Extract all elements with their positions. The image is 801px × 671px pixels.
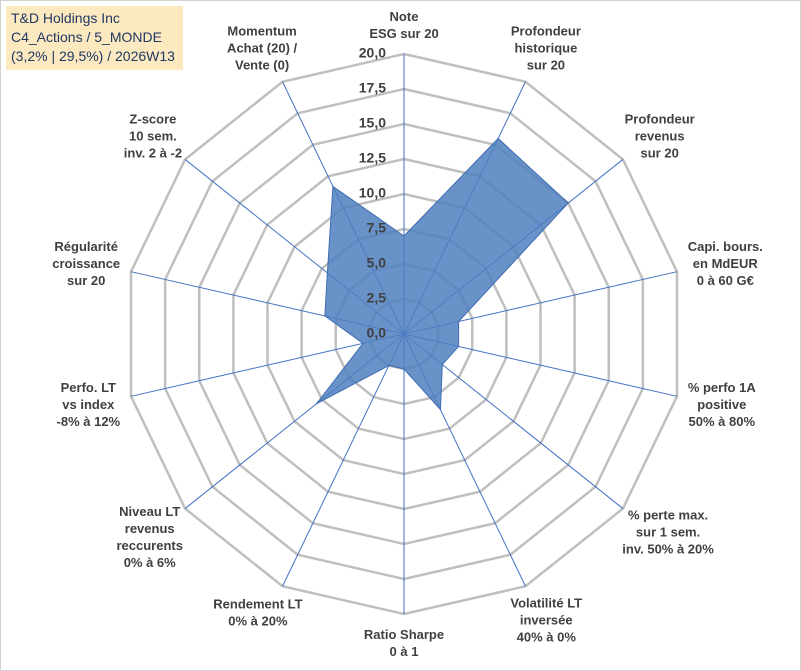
axis-label: Profondeur historique sur 20: [510, 23, 581, 73]
y-tick-label: 12,5: [359, 150, 386, 166]
axis-label: Z-score 10 sem. inv. 2 à -2: [123, 111, 183, 161]
axis-label: Perfo. LT vs index -8% à 12%: [56, 380, 121, 430]
y-tick-label: 17,5: [359, 80, 386, 96]
axis-label: Note ESG sur 20: [369, 9, 439, 41]
y-tick-label: 0,0: [367, 325, 387, 341]
axis-spoke: [282, 333, 405, 587]
y-tick-label: 2,5: [367, 290, 387, 306]
y-tick-label: 7,5: [367, 220, 387, 236]
chart-title: T&D Holdings Inc C4_Actions / 5_MONDE (3…: [6, 6, 183, 70]
y-tick-label: 20,0: [359, 45, 386, 61]
axis-label: Régularité croissance sur 20: [52, 238, 121, 288]
axis-label: Volatilité LT inversée 40% à 0%: [510, 595, 583, 645]
axis-spoke: [130, 333, 405, 397]
axis-label: Ratio Sharpe 0 à 1: [363, 627, 445, 659]
y-tick-label: 10,0: [359, 185, 386, 201]
axis-label: % perte max. sur 1 sem. inv. 50% à 20%: [622, 507, 714, 557]
axis-label: % perfo 1A positive 50% à 80%: [687, 380, 756, 430]
y-tick-label: 5,0: [367, 255, 387, 271]
axis-label: Niveau LT revenus reccurents 0% à 6%: [116, 504, 183, 571]
axis-label: Profondeur revenus sur 20: [624, 111, 695, 161]
axis-label: Rendement LT 0% à 20%: [213, 596, 303, 629]
axis-label: Momentum Achat (20) / Vente (0): [227, 23, 298, 73]
y-tick-label: 15,0: [359, 115, 386, 131]
axis-label: Capi. bours. en MdEUR 0 à 60 G€: [687, 238, 763, 288]
radar-area: [316, 137, 569, 411]
